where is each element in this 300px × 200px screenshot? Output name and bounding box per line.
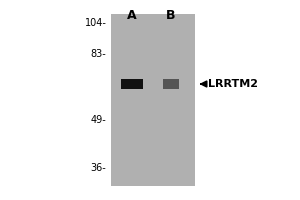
Text: 36-: 36- <box>91 163 106 173</box>
Bar <box>163 79 179 89</box>
Text: B: B <box>166 9 176 22</box>
Text: A: A <box>127 9 137 22</box>
Bar <box>121 79 143 89</box>
Text: 83-: 83- <box>91 49 106 59</box>
Text: LRRTM2: LRRTM2 <box>208 79 259 89</box>
Text: 104-: 104- <box>85 18 106 28</box>
Text: 49-: 49- <box>91 115 106 125</box>
Bar <box>111 14 195 186</box>
